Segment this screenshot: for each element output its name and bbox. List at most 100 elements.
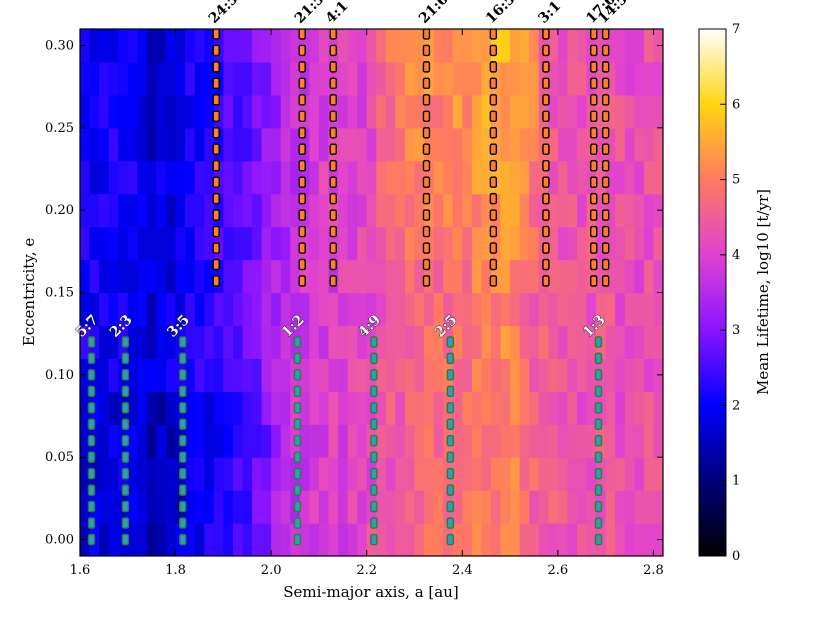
heatmap-cell: [663, 161, 673, 195]
heatmap-cell: [404, 127, 416, 162]
heatmap-cell: [204, 94, 215, 129]
heatmap-cell: [213, 523, 224, 556]
heatmap-cell: [500, 259, 511, 294]
heatmap-cell: [433, 94, 444, 129]
heatmap-cell: [576, 523, 588, 556]
heatmap-cell: [280, 94, 291, 129]
heatmap-cell: [519, 29, 530, 63]
heatmap-cell: [653, 490, 663, 524]
heatmap-cell: [548, 259, 559, 294]
heatmap-cell: [242, 325, 253, 359]
resonance-marker: [212, 77, 220, 90]
heatmap-cell: [500, 94, 511, 129]
heatmap-cell: [280, 358, 291, 392]
heatmap-cell: [127, 391, 138, 425]
heatmap-cell: [586, 391, 597, 425]
heatmap-cell: [500, 325, 511, 359]
x-axis-label: Semi-major axis, a [au]: [283, 583, 458, 601]
heatmap-cell: [261, 523, 272, 556]
heatmap-cell: [252, 127, 263, 162]
heatmap-cell: [99, 127, 110, 162]
heatmap-cell: [204, 61, 215, 96]
heatmap-cell: [567, 424, 578, 458]
heatmap-cell: [510, 424, 521, 458]
heatmap-cell: [347, 127, 358, 162]
heatmap-cell: [663, 260, 673, 294]
heatmap-cell: [663, 29, 673, 63]
heatmap-cell: [605, 292, 616, 327]
resonance-marker: [179, 385, 187, 398]
heatmap-cell: [108, 127, 119, 162]
heatmap-cell: [510, 391, 521, 425]
heatmap-cell: [156, 424, 167, 458]
heatmap-cell: [347, 292, 358, 327]
heatmap-cell: [156, 457, 167, 491]
heatmap-cell: [510, 523, 521, 556]
heatmap-cell: [634, 292, 645, 327]
heatmap-cell: [605, 490, 616, 524]
resonance-marker: [422, 192, 431, 205]
heatmap-cell: [156, 193, 167, 228]
resonance-marker: [298, 110, 306, 122]
resonance-marker: [212, 275, 220, 287]
heatmap-cell: [481, 391, 492, 425]
resonance-marker: [594, 435, 603, 447]
heatmap-cell: [634, 523, 645, 556]
heatmap-cell: [156, 259, 167, 294]
heatmap-cell: [433, 292, 444, 327]
heatmap-cell: [127, 259, 138, 294]
heatmap-cell: [624, 193, 635, 228]
heatmap-cell: [529, 160, 540, 195]
resonance-marker: [121, 385, 130, 398]
heatmap-cell: [538, 490, 549, 524]
resonance-marker: [590, 275, 598, 287]
heatmap-cell: [424, 391, 435, 425]
heatmap-cell: [548, 193, 559, 228]
heatmap-cell: [548, 523, 559, 556]
heatmap-cell: [223, 325, 234, 359]
heatmap-cell: [663, 391, 673, 425]
heatmap-cell: [376, 457, 387, 491]
resonance-marker: [422, 77, 431, 90]
resonance-marker: [293, 500, 302, 513]
heatmap-cell: [108, 29, 119, 63]
heatmap-cell: [232, 391, 244, 425]
resonance-marker: [87, 336, 96, 348]
heatmap-cell: [605, 391, 616, 425]
colorbar-tick-label: 1: [732, 474, 740, 489]
heatmap-cell: [500, 358, 511, 392]
heatmap-cell: [99, 424, 110, 458]
heatmap-cell: [653, 29, 663, 30]
resonance-marker: [542, 44, 550, 57]
heatmap-cell: [663, 358, 673, 392]
heatmap-cell: [299, 490, 310, 524]
heatmap-cell: [194, 523, 205, 556]
heatmap-cell: [567, 358, 578, 392]
heatmap-cell: [242, 127, 253, 162]
resonance-marker: [542, 77, 550, 90]
heatmap-cell: [80, 29, 91, 30]
heatmap-cell: [204, 292, 215, 327]
heatmap-cell: [395, 259, 406, 294]
heatmap-cell: [223, 358, 234, 392]
heatmap-cell: [663, 62, 673, 96]
resonance-marker: [121, 336, 130, 348]
heatmap-cell: [634, 29, 645, 63]
heatmap-cell: [242, 94, 253, 129]
resonance-marker: [542, 94, 550, 106]
heatmap-cell: [424, 457, 435, 491]
heatmap-cell: [156, 391, 167, 425]
heatmap-cell: [166, 94, 177, 129]
heatmap-cell: [424, 358, 435, 392]
heatmap-cell: [271, 325, 282, 359]
heatmap-cell: [663, 490, 673, 524]
heatmap-cell: [357, 61, 368, 96]
resonance-marker-column: [212, 29, 220, 287]
heatmap-cell: [166, 424, 177, 458]
heatmap-cell: [385, 325, 396, 359]
resonance-marker: [594, 336, 603, 348]
resonance-marker: [542, 61, 550, 73]
heatmap-cell: [242, 29, 253, 63]
resonance-marker-column: [298, 29, 306, 287]
resonance-marker: [87, 385, 96, 398]
